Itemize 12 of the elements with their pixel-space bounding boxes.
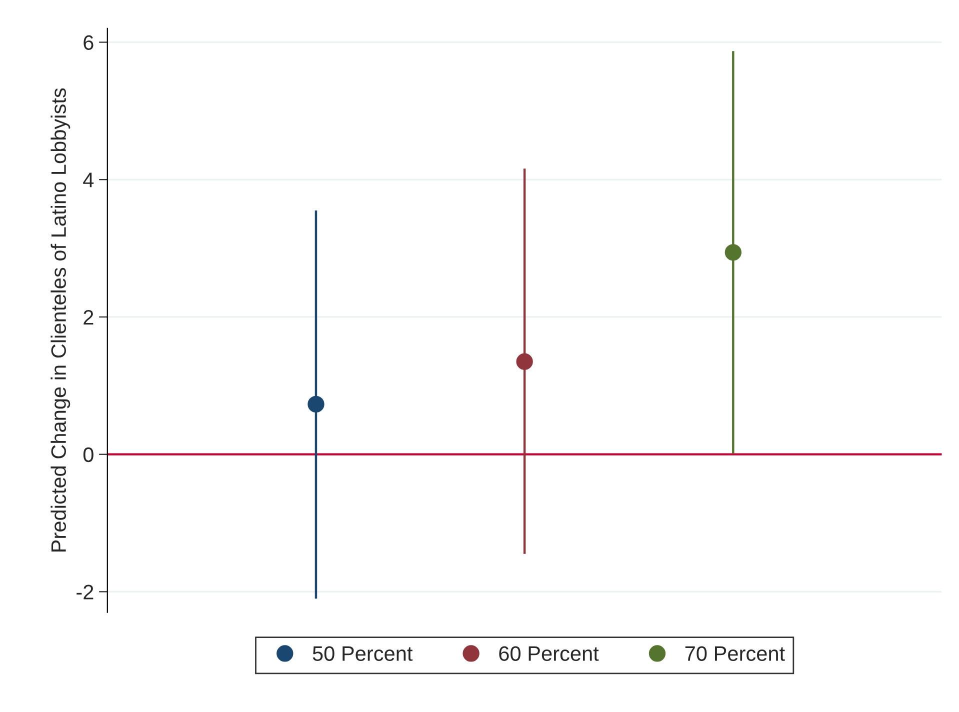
- point: [724, 244, 742, 261]
- y-tick-label: -2: [76, 584, 94, 600]
- y-tick-label: 4: [83, 172, 94, 188]
- legend-label: 50 Percent: [312, 646, 413, 661]
- y-tick-label: 2: [84, 310, 94, 325]
- legend-label: 60 Percent: [499, 646, 599, 661]
- point: [308, 396, 324, 413]
- legend-label: 70 Percent: [685, 646, 785, 661]
- y-axis-title: Predicted Change in Clienteles of Latino Lobbyists: [50, 88, 70, 552]
- point: [516, 353, 533, 370]
- y-tick-label: 6: [84, 35, 94, 50]
- y-tick-label: 0: [83, 447, 94, 462]
